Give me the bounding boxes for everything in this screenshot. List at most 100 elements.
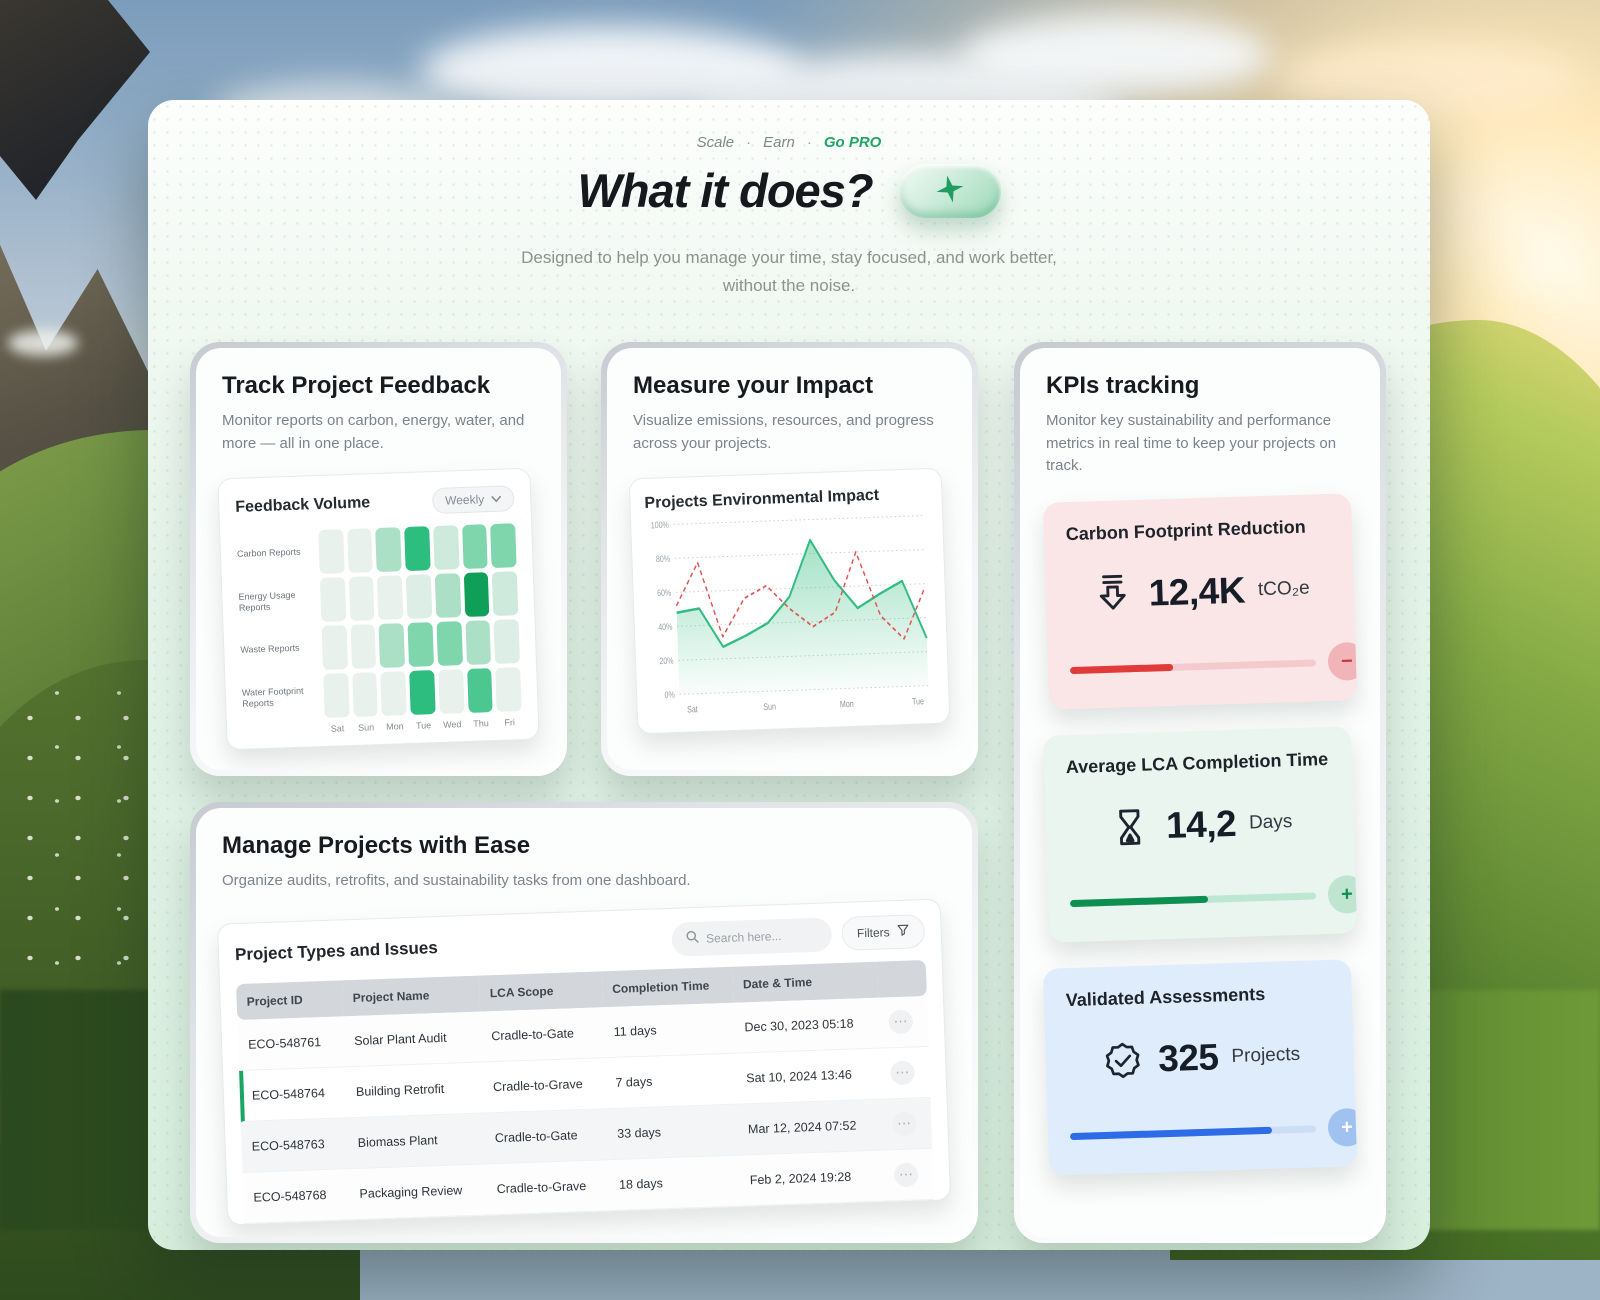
badge-check-icon — [1099, 1036, 1146, 1083]
table-cell: Feb 2, 2024 19:28 — [738, 1150, 885, 1207]
funnel-icon — [896, 923, 910, 939]
feedback-volume-panel: Feedback Volume Weekly Carbon Reports Ene… — [217, 467, 540, 751]
heatmap-cell — [380, 671, 407, 717]
card-description: Visualize emissions, resources, and prog… — [633, 412, 934, 452]
heatmap-row-label: Energy Usage Reports — [238, 589, 296, 613]
nav-separator: · — [746, 134, 752, 151]
heatmap-cell — [465, 620, 492, 666]
kpi-title: Validated Assessments — [1065, 983, 1266, 1010]
heatmap-cell — [321, 625, 348, 671]
progress-track — [1069, 658, 1317, 674]
table-cell: ECO-548763 — [240, 1117, 349, 1173]
svg-text:Mon: Mon — [840, 699, 854, 710]
svg-text:100%: 100% — [651, 520, 670, 531]
heatmap-cell — [346, 528, 374, 574]
row-menu-button[interactable]: ⋯ — [891, 1111, 917, 1136]
table-cell: Cradle-to-Grave — [485, 1159, 610, 1216]
row-menu-button[interactable]: ⋯ — [889, 1060, 915, 1085]
heatmap-cell — [436, 621, 463, 667]
heatmap-cell — [404, 526, 431, 572]
heatmap-cell — [493, 619, 520, 665]
heatmap-cell — [492, 571, 519, 617]
heatmap-cell — [350, 624, 377, 670]
carbon-reduction-arrow-icon — [1089, 571, 1136, 618]
kpi-unit: Projects — [1231, 1043, 1301, 1067]
progress-fill — [1069, 894, 1208, 907]
heatmap-day-label: Wed — [442, 719, 462, 730]
nav-item-go-pro[interactable]: Go PRO — [823, 134, 882, 151]
table-cell: Mar 12, 2024 07:52 — [737, 1099, 884, 1156]
table-cell: Cradle-to-Gate — [480, 1006, 605, 1063]
table-cell: Cradle-to-Grave — [482, 1057, 607, 1114]
heatmap-day-label: Thu — [473, 718, 489, 729]
progress-track — [1069, 1124, 1317, 1140]
snow-patch — [8, 330, 78, 356]
row-menu-button[interactable]: ⋯ — [888, 1009, 914, 1034]
table-cell: 18 days — [608, 1155, 741, 1211]
kpi-unit: Days — [1248, 810, 1293, 834]
table-cell: Building Retrofit — [345, 1062, 485, 1118]
search-box[interactable] — [671, 916, 833, 957]
svg-text:Tue: Tue — [912, 696, 925, 707]
heatmap-cell — [323, 673, 350, 719]
card-title: Measure your Impact — [633, 372, 874, 400]
nav-item-scale[interactable]: Scale — [696, 134, 735, 151]
feedback-heatmap: Carbon Reports Energy Usage Reports Waste … — [236, 523, 522, 737]
sparkle-star-icon — [935, 174, 965, 207]
sparkle-button[interactable] — [898, 163, 1001, 218]
heatmap-cell — [461, 524, 488, 570]
card-manage-projects: Manage Projects with Ease Organize audit… — [190, 802, 978, 1243]
increase-button[interactable]: + — [1327, 874, 1358, 914]
table-cell: ECO-548768 — [242, 1168, 351, 1224]
svg-text:40%: 40% — [658, 622, 673, 633]
heatmap-cell — [378, 623, 406, 669]
table-cell: ECO-548761 — [237, 1015, 346, 1071]
heatmap-cell — [463, 572, 490, 618]
page-subtitle: Designed to help you manage your time, s… — [521, 248, 1057, 296]
heatmap-day-label: Sat — [330, 723, 345, 734]
card-title: Manage Projects with Ease — [222, 832, 531, 860]
increase-button[interactable]: + — [1327, 1107, 1358, 1147]
table-cell: Dec 30, 2023 05:18 — [733, 997, 880, 1054]
decrease-button[interactable]: − — [1327, 641, 1358, 681]
heatmap-cell — [351, 672, 379, 718]
top-nav: Scale · Earn · Go PRO — [148, 134, 1430, 151]
heatmap-cell — [405, 574, 433, 620]
page-title: What it does? — [577, 164, 873, 217]
content-grid: Track Project Feedback Monitor reports o… — [190, 342, 1388, 1243]
panel-title: Project Types and Issues — [234, 937, 439, 964]
table-cell: ECO-548764 — [239, 1066, 347, 1122]
nav-item-earn[interactable]: Earn — [763, 134, 795, 151]
card-title: KPIs tracking — [1046, 372, 1200, 400]
filters-button[interactable]: Filters — [841, 913, 926, 951]
row-menu-button[interactable]: ⋯ — [893, 1162, 919, 1187]
heatmap-row-label: Carbon Reports — [236, 547, 301, 560]
heatmap-cell — [318, 529, 345, 575]
svg-text:0%: 0% — [664, 690, 675, 700]
table-cell: Solar Plant Audit — [343, 1011, 483, 1067]
main-panel: Scale · Earn · Go PRO What it does? Desi… — [148, 100, 1430, 1250]
nav-separator: · — [806, 134, 812, 151]
kpi-tile-lca-completion: Average LCA Completion Time 14,2 — [1042, 725, 1358, 943]
search-icon — [686, 930, 700, 948]
kpi-value: 12,4K — [1148, 569, 1246, 614]
filters-label: Filters — [856, 924, 890, 940]
projects-table-panel: Project Types and Issues Filters — [216, 898, 952, 1226]
table-column-header: Date & Time — [732, 961, 878, 1003]
heatmap-day-label: Mon — [385, 721, 404, 732]
progress-track — [1069, 891, 1317, 907]
table-column-header: Completion Time — [601, 966, 734, 1007]
weekly-dropdown[interactable]: Weekly — [431, 485, 515, 515]
heatmap-cell — [438, 669, 465, 715]
table-cell: 7 days — [604, 1053, 738, 1109]
kpi-title: Carbon Footprint Reduction — [1065, 516, 1306, 544]
impact-area-chart: 0% 20% 40% 60% 80% 100% Sat Sun Mon Tue — [651, 515, 929, 715]
svg-text:Sat: Sat — [687, 704, 699, 714]
search-input[interactable] — [705, 927, 817, 946]
progress-fill — [1069, 662, 1174, 674]
heatmap-cell — [466, 668, 493, 714]
table-cell: 11 days — [602, 1002, 736, 1058]
svg-text:60%: 60% — [657, 588, 672, 599]
table-column-header: Project ID — [236, 979, 344, 1020]
card-track-feedback: Track Project Feedback Monitor reports o… — [190, 342, 567, 777]
